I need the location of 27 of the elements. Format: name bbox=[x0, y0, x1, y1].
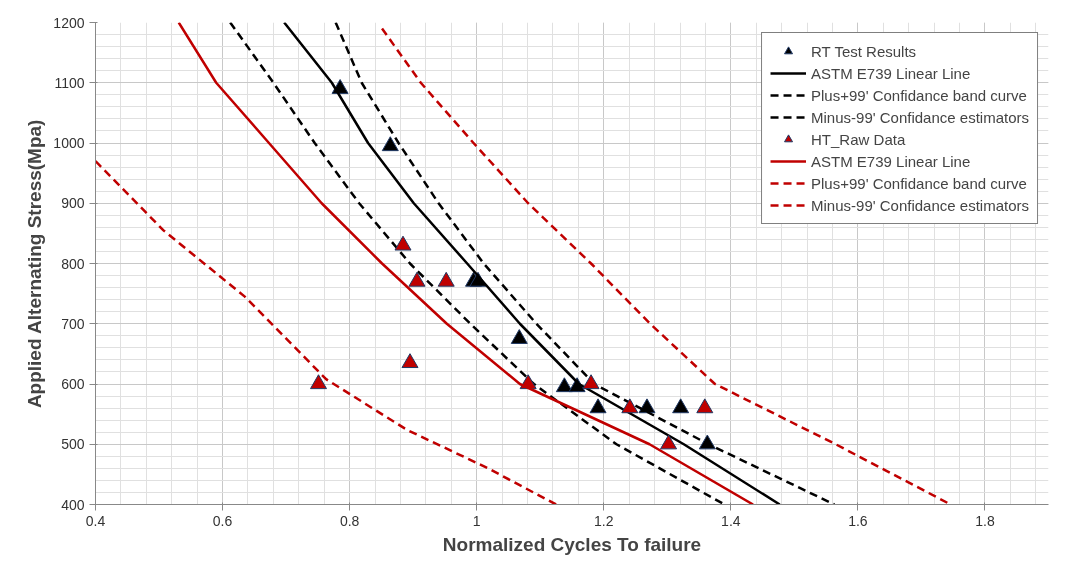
legend-label: RT Test Results bbox=[811, 42, 917, 60]
legend-label: ASTM E739 Linear Line bbox=[811, 64, 971, 82]
legend-label: ASTM E739 Linear Line bbox=[811, 152, 971, 170]
x-tick-label: 1 bbox=[472, 512, 481, 529]
y-tick-label: 1200 bbox=[53, 14, 85, 31]
y-tick-label: 700 bbox=[61, 315, 85, 332]
y-tick-label: 1000 bbox=[53, 135, 85, 151]
y-tick-label: 1100 bbox=[54, 74, 85, 91]
y-tick-label: 800 bbox=[61, 255, 85, 272]
x-tick-label: 1.6 bbox=[848, 512, 868, 529]
x-axis-title: Normalized Cycles To failure bbox=[442, 533, 702, 555]
x-tick-label: 0.4 bbox=[85, 512, 106, 529]
legend-label: Plus+99' Confidance band curve bbox=[811, 174, 1027, 192]
x-tick-label: 1.8 bbox=[975, 512, 995, 529]
y-tick-label: 400 bbox=[61, 496, 85, 513]
legend-label: Plus+99' Confidance band curve bbox=[811, 86, 1027, 104]
x-tick-label: 1.4 bbox=[721, 512, 741, 529]
x-tick-label: 1.2 bbox=[594, 512, 614, 529]
legend-label: Minus-99' Confidance estimators bbox=[811, 108, 1029, 126]
legend-label: Minus-99' Confidance estimators bbox=[811, 196, 1029, 214]
y-tick-label: 500 bbox=[61, 436, 85, 453]
y-axis-title: Applied Alternating Stress(Mpa) bbox=[24, 119, 46, 409]
x-tick-label: 0.6 bbox=[212, 512, 233, 529]
y-tick-label: 900 bbox=[61, 195, 85, 212]
x-tick-label: 0.8 bbox=[339, 512, 360, 529]
legend-label: HT_Raw Data bbox=[811, 130, 906, 148]
y-tick-label: 600 bbox=[61, 376, 85, 392]
